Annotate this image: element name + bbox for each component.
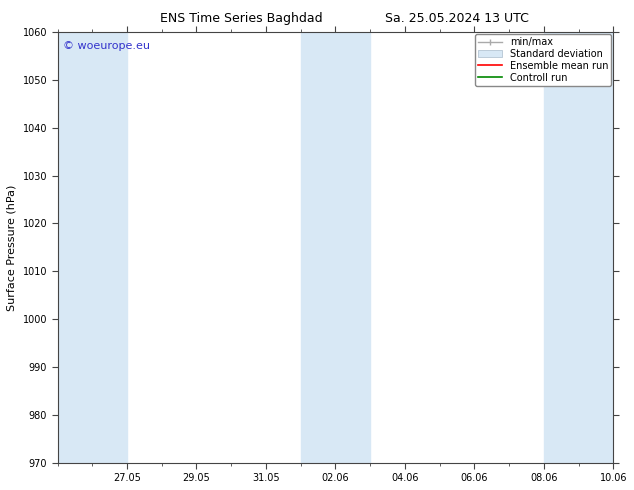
Text: ENS Time Series Baghdad: ENS Time Series Baghdad — [160, 12, 322, 25]
Bar — [93, 32, 127, 463]
Bar — [301, 32, 335, 463]
Bar — [544, 32, 579, 463]
Bar — [579, 32, 613, 463]
Text: Sa. 25.05.2024 13 UTC: Sa. 25.05.2024 13 UTC — [385, 12, 528, 25]
Bar — [58, 32, 93, 463]
Y-axis label: Surface Pressure (hPa): Surface Pressure (hPa) — [7, 184, 17, 311]
Bar — [335, 32, 370, 463]
Text: © woeurope.eu: © woeurope.eu — [63, 41, 150, 50]
Legend: min/max, Standard deviation, Ensemble mean run, Controll run: min/max, Standard deviation, Ensemble me… — [475, 34, 611, 86]
